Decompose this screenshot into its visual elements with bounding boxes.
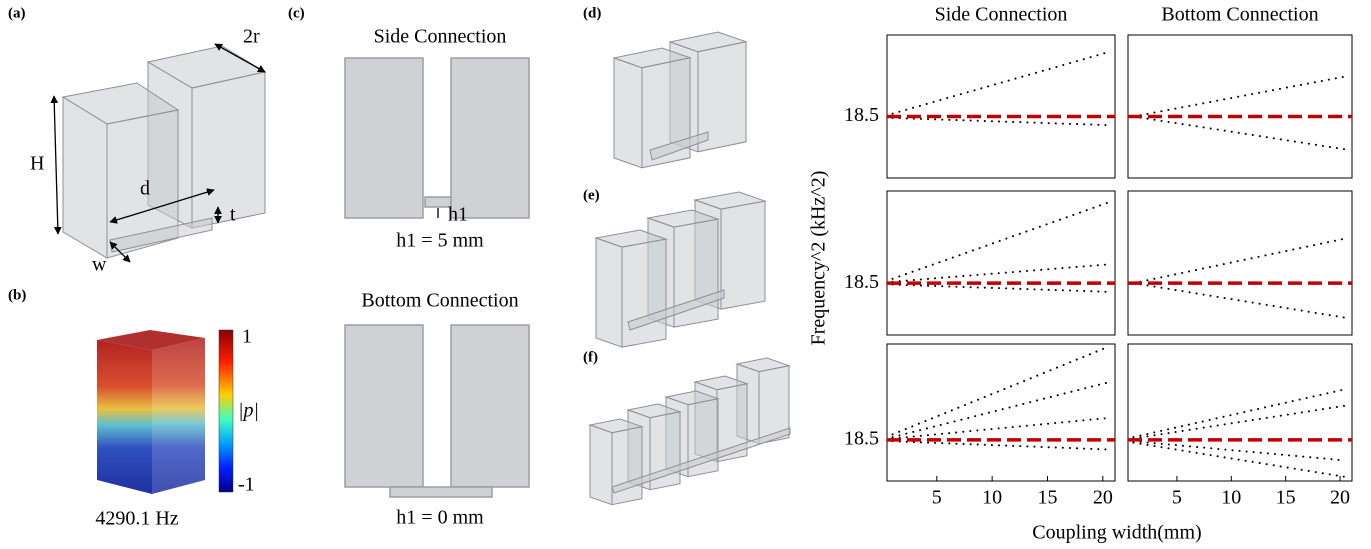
plot-frame xyxy=(1128,35,1352,178)
x-tick-label: 15 xyxy=(1037,487,1057,509)
x-tick-label: 20 xyxy=(1093,487,1113,509)
plot-frame xyxy=(887,35,1115,178)
panel-label: (c) xyxy=(288,5,305,21)
colorbar-label: 1 xyxy=(242,326,252,348)
mode-line xyxy=(893,382,1109,437)
mode-line xyxy=(1133,441,1345,460)
mode-line xyxy=(893,264,1109,281)
y-tick-label: 18.5 xyxy=(844,104,879,126)
annotation: d xyxy=(140,178,150,200)
panel-label: (b) xyxy=(8,287,26,303)
subtitle: Bottom Connection xyxy=(361,290,518,312)
panel-b-drawing: 1 |p| -1 4290.1 Hz xyxy=(95,326,259,530)
x-tick-label: 20 xyxy=(1330,487,1350,509)
mode-line xyxy=(1133,283,1345,318)
panel-a-drawing: 2r H d t w xyxy=(30,26,265,276)
panel-label: (e) xyxy=(583,187,600,203)
annotation: w xyxy=(92,254,107,276)
x-tick-label: 5 xyxy=(932,487,942,509)
box-face xyxy=(622,239,666,347)
box-face xyxy=(596,238,622,347)
y-tick-label: 18.5 xyxy=(844,427,879,449)
mode-line xyxy=(893,285,1109,292)
column-title: Bottom Connection xyxy=(1161,4,1318,26)
column-title: Side Connection xyxy=(935,4,1068,26)
y-tick-label: 18.5 xyxy=(844,271,879,293)
mode-line xyxy=(893,52,1109,113)
box-face xyxy=(590,425,612,505)
panel-def-drawing xyxy=(590,32,790,505)
annotation: h1 xyxy=(448,204,468,226)
panel-c-drawing: Side Connection h1 h1 = 5 mm Bottom Conn… xyxy=(345,26,529,529)
y-axis-label: Frequency^2 (kHz^2) xyxy=(808,171,830,346)
annotation: H xyxy=(30,153,44,175)
plot-frame xyxy=(1128,344,1352,481)
subtitle: Side Connection xyxy=(374,26,507,48)
x-tick-label: 5 xyxy=(1172,487,1182,509)
box-face xyxy=(614,58,642,168)
box-face xyxy=(612,427,642,505)
panel-label: (a) xyxy=(8,5,26,21)
mode-line xyxy=(1133,76,1345,116)
plot-frame xyxy=(887,344,1115,481)
colorbar-label: -1 xyxy=(238,474,255,496)
mode-line xyxy=(1133,389,1345,437)
annotation: t xyxy=(230,204,236,226)
mode-line xyxy=(1133,117,1345,150)
plot-grid: Side Connection Bottom Connection Freque… xyxy=(808,4,1352,544)
annotation: h1 = 0 mm xyxy=(396,507,484,529)
x-tick-label: 10 xyxy=(1221,487,1241,509)
figure: (a) (b) (c) (d) (e) (f) 2r H d t w 1 |p|… xyxy=(0,0,1371,549)
plot-frame xyxy=(1128,191,1352,335)
mode-line xyxy=(1133,239,1345,284)
annotation: 4290.1 Hz xyxy=(95,508,178,530)
mode-line xyxy=(893,441,1109,449)
mode-line xyxy=(1133,443,1345,477)
x-axis-label: Coupling width(mm) xyxy=(1032,522,1201,544)
colorbar-label: |p| xyxy=(238,400,259,422)
mode-line xyxy=(893,118,1109,125)
panel-label: (d) xyxy=(583,5,601,21)
x-tick-label: 10 xyxy=(982,487,1002,509)
x-tick-label: 15 xyxy=(1276,487,1296,509)
panel-label: (f) xyxy=(583,349,598,365)
annotation: 2r xyxy=(243,26,260,48)
box-face xyxy=(721,201,765,309)
annotation: h1 = 5 mm xyxy=(396,230,484,252)
mode-line xyxy=(1133,406,1345,439)
